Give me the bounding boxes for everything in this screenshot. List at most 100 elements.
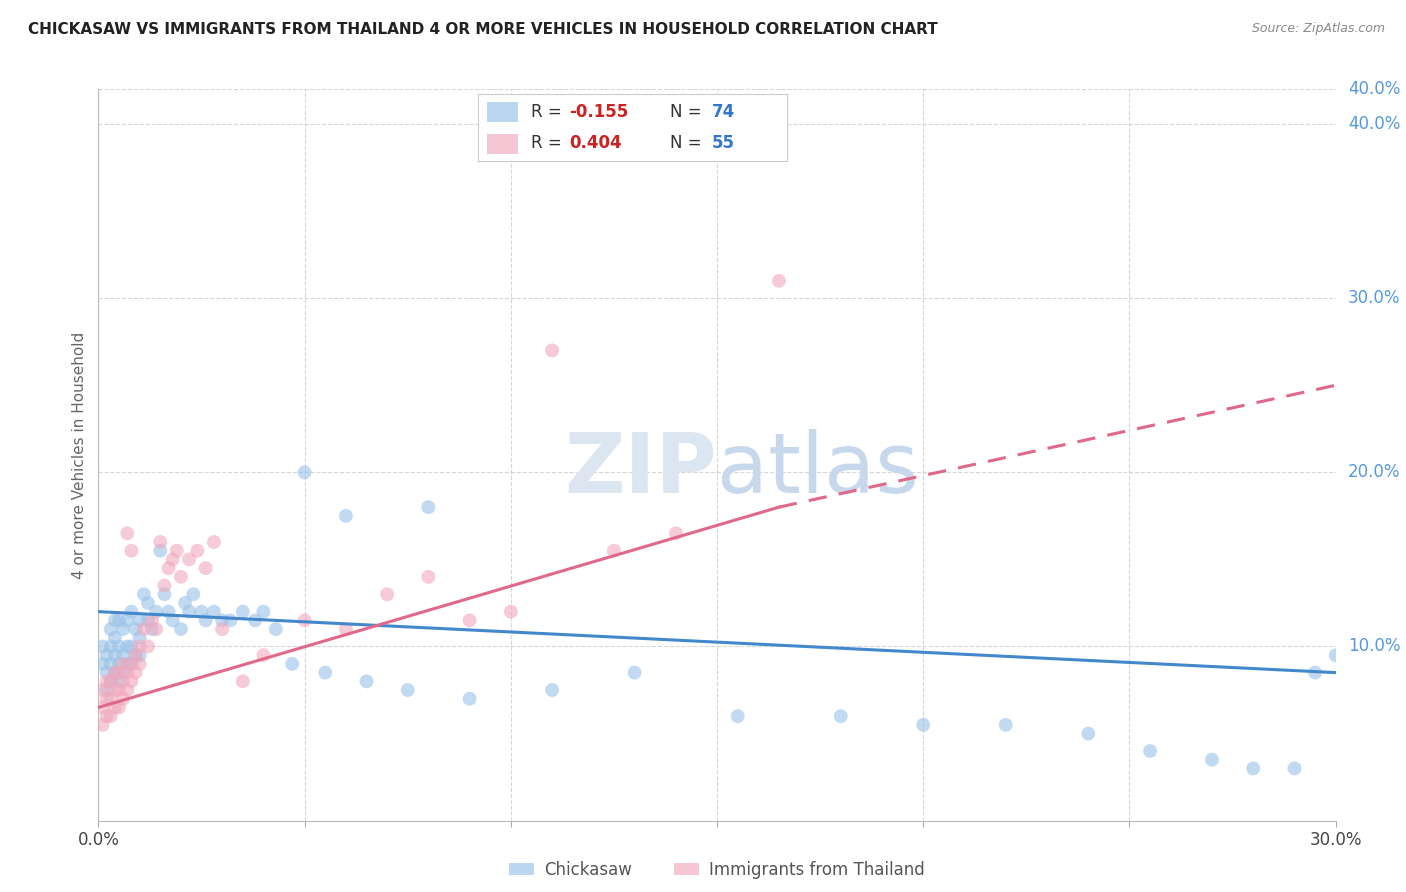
Text: atlas: atlas: [717, 429, 918, 510]
Point: [418, 500, 440, 515]
Text: 20.0%: 20.0%: [1348, 463, 1400, 482]
Bar: [488, 102, 519, 121]
Point: [120, 657, 142, 671]
Point: [252, 648, 274, 663]
Point: [108, 665, 131, 680]
Point: [108, 700, 131, 714]
Point: [356, 674, 378, 689]
Point: [96, 648, 118, 663]
Point: [281, 657, 304, 671]
Point: [219, 613, 242, 627]
Point: [181, 587, 204, 601]
Point: [141, 613, 163, 627]
Point: [194, 561, 217, 575]
Point: [108, 657, 131, 671]
Point: [112, 665, 135, 680]
Point: [104, 700, 127, 714]
Point: [117, 526, 139, 541]
Point: [162, 613, 184, 627]
Point: [1284, 761, 1306, 775]
Point: [994, 718, 1017, 732]
Point: [120, 674, 142, 689]
Point: [117, 640, 139, 654]
Point: [104, 631, 127, 645]
Point: [145, 622, 167, 636]
Point: [117, 613, 139, 627]
Point: [232, 674, 254, 689]
Point: [112, 691, 135, 706]
Text: Source: ZipAtlas.com: Source: ZipAtlas.com: [1251, 22, 1385, 36]
Point: [1241, 761, 1264, 775]
Text: 30.0%: 30.0%: [1348, 289, 1400, 307]
Point: [264, 622, 287, 636]
Point: [112, 648, 135, 663]
Point: [100, 657, 122, 671]
Point: [91, 700, 114, 714]
Point: [104, 665, 127, 680]
Point: [1324, 648, 1347, 663]
Point: [100, 622, 122, 636]
Point: [128, 640, 150, 654]
Point: [314, 665, 336, 680]
Point: [232, 605, 254, 619]
Text: 10.0%: 10.0%: [1348, 638, 1400, 656]
Point: [149, 543, 172, 558]
Point: [179, 552, 201, 566]
Point: [211, 622, 233, 636]
Point: [124, 648, 146, 663]
Point: [162, 552, 184, 566]
Point: [91, 718, 114, 732]
Point: [96, 674, 118, 689]
Point: [128, 648, 150, 663]
Point: [145, 605, 167, 619]
Point: [830, 709, 852, 723]
Text: 55: 55: [711, 134, 734, 153]
Point: [294, 466, 316, 480]
Point: [458, 691, 481, 706]
Point: [124, 648, 146, 663]
Point: [294, 613, 316, 627]
Point: [541, 343, 564, 358]
Point: [112, 622, 135, 636]
Point: [96, 683, 118, 698]
Point: [117, 657, 139, 671]
Point: [157, 561, 180, 575]
Point: [194, 613, 217, 627]
Point: [120, 543, 142, 558]
Point: [149, 535, 172, 549]
Point: [375, 587, 398, 601]
Point: [768, 274, 790, 288]
Point: [104, 683, 127, 698]
Point: [128, 657, 150, 671]
Point: [335, 622, 357, 636]
Point: [252, 605, 274, 619]
Point: [112, 657, 135, 671]
Text: N =: N =: [669, 103, 707, 120]
Point: [499, 605, 522, 619]
Text: R =: R =: [530, 134, 567, 153]
Point: [128, 631, 150, 645]
Point: [112, 674, 135, 689]
Point: [141, 622, 163, 636]
Legend: Chickasaw, Immigrants from Thailand: Chickasaw, Immigrants from Thailand: [503, 855, 931, 886]
Point: [166, 543, 188, 558]
Point: [623, 665, 645, 680]
Point: [96, 709, 118, 723]
Text: 0.404: 0.404: [569, 134, 621, 153]
Point: [202, 605, 225, 619]
Point: [727, 709, 749, 723]
Point: [100, 674, 122, 689]
Point: [458, 613, 481, 627]
Point: [128, 613, 150, 627]
Point: [91, 640, 114, 654]
Text: 40.0%: 40.0%: [1348, 115, 1400, 133]
Point: [91, 657, 114, 671]
Point: [117, 683, 139, 698]
Point: [190, 605, 212, 619]
Point: [1201, 753, 1223, 767]
Point: [124, 622, 146, 636]
Text: ZIP: ZIP: [565, 429, 717, 510]
Point: [132, 587, 155, 601]
Point: [170, 622, 193, 636]
Y-axis label: 4 or more Vehicles in Household: 4 or more Vehicles in Household: [72, 331, 87, 579]
